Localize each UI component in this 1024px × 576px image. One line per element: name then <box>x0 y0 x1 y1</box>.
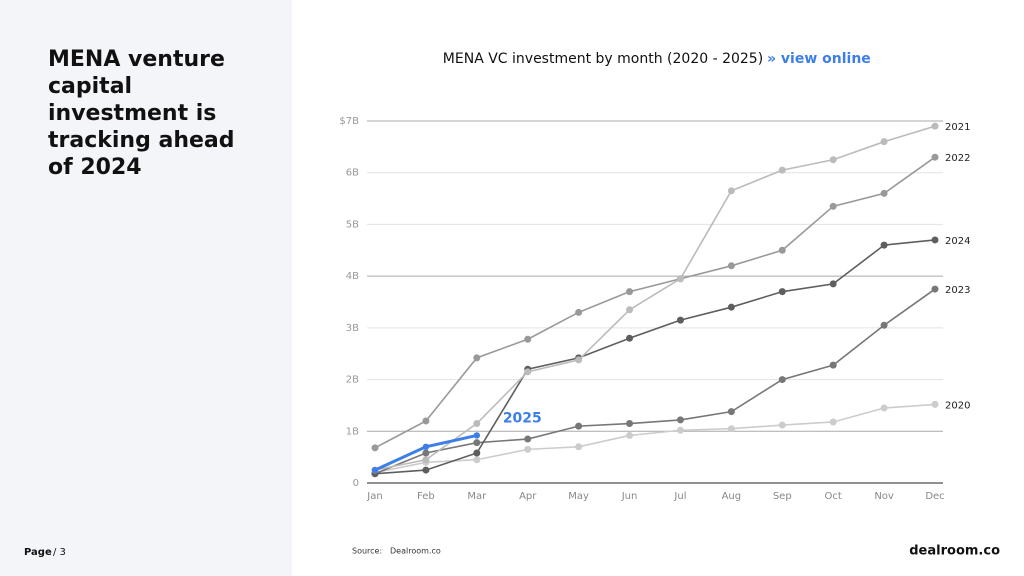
data-point <box>371 444 379 452</box>
data-point <box>931 400 939 408</box>
data-point <box>676 416 684 424</box>
x-tick-label: Jul <box>673 491 686 502</box>
data-point <box>880 138 888 146</box>
data-point <box>727 262 735 270</box>
data-point <box>473 354 481 362</box>
data-point <box>473 420 481 428</box>
y-tick-label: 6B <box>346 168 359 179</box>
data-point <box>931 236 939 244</box>
data-point <box>727 425 735 433</box>
data-point <box>931 285 939 293</box>
chart-title: MENA VC investment by month (2020 - 2025… <box>443 51 763 67</box>
heading: MENA venture capital investment is track… <box>48 47 235 180</box>
data-point <box>676 275 684 283</box>
data-point <box>473 432 481 439</box>
data-point <box>524 335 532 343</box>
data-point <box>829 280 837 288</box>
data-point <box>626 420 634 428</box>
series-label: 2023 <box>945 285 970 296</box>
data-point <box>626 288 634 296</box>
data-point <box>626 431 634 439</box>
data-point <box>524 445 532 453</box>
data-point <box>473 456 481 464</box>
x-tick-label: Mar <box>467 491 487 502</box>
data-point <box>473 439 481 447</box>
data-point <box>676 426 684 434</box>
y-tick-label: $7B <box>339 116 359 127</box>
series-line <box>374 156 936 449</box>
data-point <box>880 189 888 197</box>
data-point <box>473 449 481 457</box>
data-point <box>778 421 786 429</box>
data-point <box>524 435 532 443</box>
series-line <box>374 239 936 475</box>
data-point <box>880 321 888 329</box>
x-tick-label: Sep <box>773 491 792 502</box>
series-label: 2020 <box>945 400 970 411</box>
x-tick-label: Jan <box>366 491 382 502</box>
data-point <box>727 187 735 195</box>
data-point <box>524 368 532 376</box>
data-point <box>727 408 735 416</box>
y-tick-label: 1B <box>346 426 359 437</box>
data-point <box>931 153 939 161</box>
data-point <box>829 418 837 426</box>
source-label: Source: <box>352 547 382 556</box>
data-point <box>829 361 837 369</box>
y-tick-label: 2B <box>346 375 359 386</box>
data-point <box>778 166 786 174</box>
data-point <box>575 356 583 364</box>
data-point <box>778 246 786 254</box>
data-point <box>778 376 786 384</box>
data-point <box>880 404 888 412</box>
data-point <box>829 202 837 210</box>
x-tick-label: Feb <box>417 491 435 502</box>
side-panel <box>0 0 292 576</box>
view-online-link[interactable]: » view online <box>767 51 871 67</box>
y-tick-label: 0 <box>353 478 359 489</box>
series-line <box>374 288 936 475</box>
data-point <box>422 456 430 464</box>
series-label: 2021 <box>945 122 970 133</box>
series-line <box>374 125 936 471</box>
data-point <box>727 303 735 311</box>
data-point <box>575 443 583 451</box>
x-tick-label: Oct <box>825 491 842 502</box>
data-point <box>371 466 379 474</box>
y-tick-label: 3B <box>346 323 359 334</box>
data-point <box>626 334 634 342</box>
series-label: 2025 <box>503 410 542 426</box>
data-point <box>778 288 786 296</box>
data-point <box>575 422 583 430</box>
y-tick-label: 5B <box>346 219 359 230</box>
page-label: Page <box>24 547 52 558</box>
x-tick-label: Apr <box>519 491 537 502</box>
y-tick-label: 4B <box>346 271 359 282</box>
series-label: 2024 <box>945 236 970 247</box>
x-tick-label: Jun <box>621 491 638 502</box>
x-tick-label: Aug <box>722 491 742 502</box>
data-point <box>931 122 939 130</box>
series-line <box>374 403 936 474</box>
data-point <box>422 466 430 474</box>
data-point <box>626 306 634 314</box>
x-tick-label: May <box>568 491 589 502</box>
data-point <box>422 417 430 425</box>
x-tick-label: Nov <box>874 491 894 502</box>
source: Dealroom.co <box>390 547 441 556</box>
data-point <box>676 316 684 324</box>
logo: dealroom.co <box>909 544 1000 559</box>
data-point <box>880 241 888 249</box>
page-number: / 3 <box>53 547 66 558</box>
series-label: 2022 <box>945 153 970 164</box>
data-point <box>829 156 837 164</box>
data-point <box>575 308 583 316</box>
data-point <box>422 443 430 450</box>
x-tick-label: Dec <box>925 491 944 502</box>
data-point <box>422 449 430 457</box>
